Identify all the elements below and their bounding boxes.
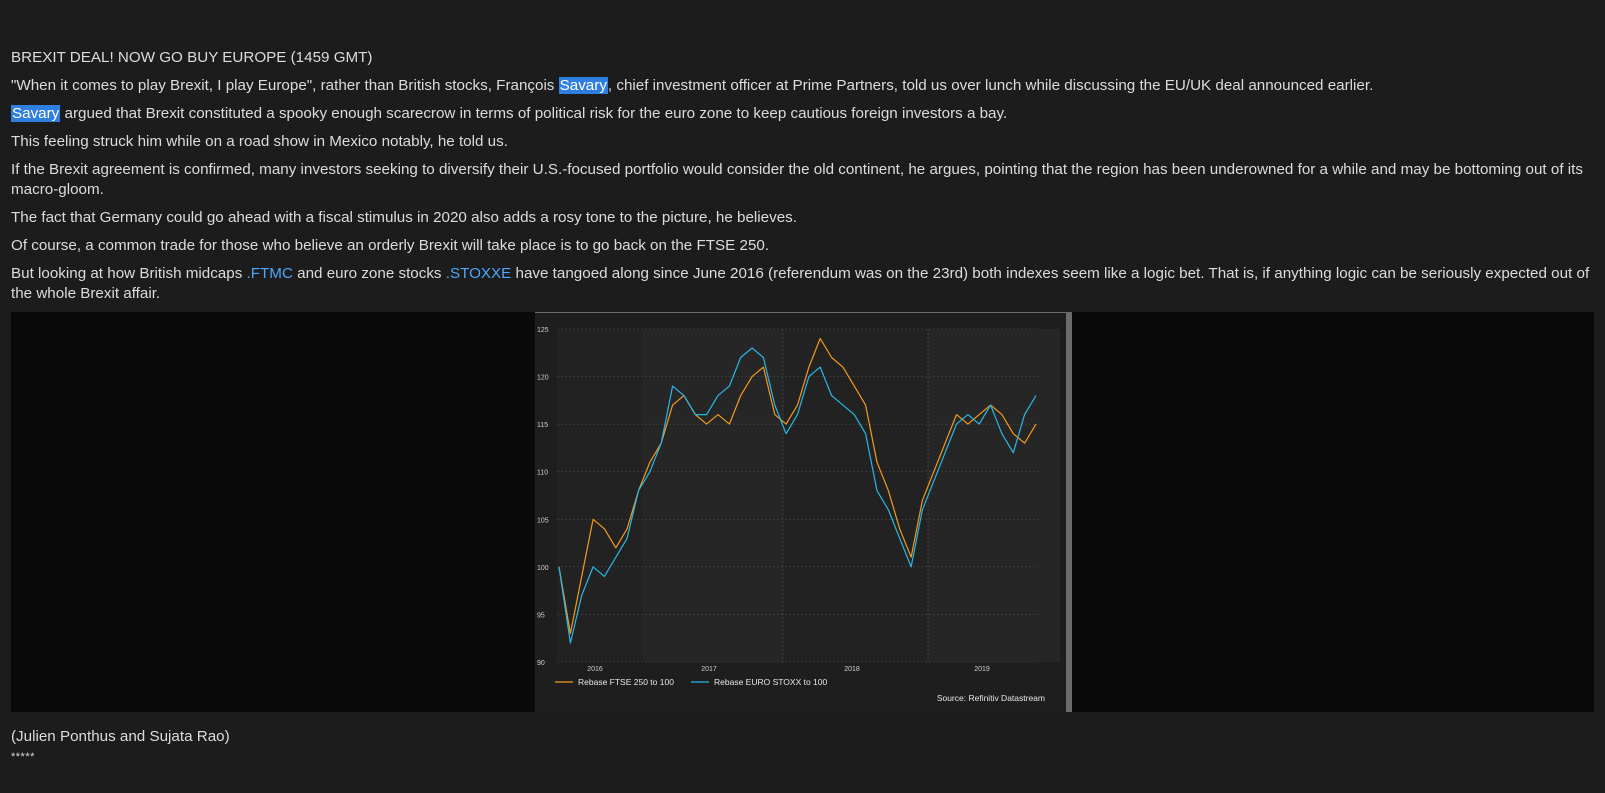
y-tick-label: 115 bbox=[537, 422, 548, 429]
p7-text-a: But looking at how British midcaps bbox=[11, 265, 247, 282]
search-highlight: Savary bbox=[558, 77, 608, 94]
ric-link-stoxxe[interactable]: .STOXXE bbox=[445, 265, 512, 282]
y-tick-label: 120 bbox=[537, 375, 549, 382]
y-tick-label: 95 bbox=[537, 612, 545, 619]
separator: ***** bbox=[11, 751, 35, 763]
paragraph-7: But looking at how British midcaps .FTMC… bbox=[11, 264, 1594, 304]
paragraph-1: "When it comes to play Brexit, I play Eu… bbox=[11, 76, 1594, 96]
paragraph-6: Of course, a common trade for those who … bbox=[11, 237, 770, 254]
p2-text-after: argued that Brexit constituted a spooky … bbox=[60, 105, 1008, 122]
article-body: BREXIT DEAL! NOW GO BUY EUROPE (1459 GMT… bbox=[0, 48, 1605, 304]
paragraph-5: The fact that Germany could go ahead wit… bbox=[11, 209, 797, 226]
legend-label: Rebase EURO STOXX to 100 bbox=[714, 677, 828, 687]
headline: BREXIT DEAL! NOW GO BUY EUROPE (1459 GMT… bbox=[11, 49, 373, 66]
x-tick-label: 2019 bbox=[974, 666, 990, 673]
p1-text-after: , chief investment officer at Prime Part… bbox=[607, 77, 1374, 94]
p7-text-b: and euro zone stocks bbox=[292, 265, 446, 282]
chart-image: 125 120 115 110 105 100 95 90 2016 2017 2018 2019 Re… bbox=[535, 312, 1072, 712]
y-tick-label: 105 bbox=[537, 517, 549, 524]
figure-container: 125 120 115 110 105 100 95 90 2016 2017 2018 2019 Re… bbox=[11, 312, 1594, 712]
year-band bbox=[928, 329, 1060, 662]
x-tick-label: 2017 bbox=[701, 666, 717, 673]
top-bar bbox=[0, 0, 1605, 48]
line-chart: 125 120 115 110 105 100 95 90 2016 2017 2018 2019 Re… bbox=[537, 327, 1060, 703]
paragraph-4: If the Brexit agreement is confirmed, ma… bbox=[11, 161, 1583, 198]
chart-source: Source: Refinitiv Datastream bbox=[937, 693, 1045, 703]
paragraph-3: This feeling struck him while on a road … bbox=[11, 133, 508, 150]
search-highlight: Savary bbox=[11, 105, 61, 122]
byline: (Julien Ponthus and Sujata Rao) bbox=[11, 728, 230, 745]
y-tick-label: 125 bbox=[537, 327, 549, 334]
p1-text-before: "When it comes to play Brexit, I play Eu… bbox=[11, 77, 559, 94]
series-line-eurostoxx bbox=[558, 347, 1037, 644]
y-tick-label: 110 bbox=[537, 470, 548, 477]
y-tick-label: 100 bbox=[537, 565, 549, 572]
x-tick-label: 2016 bbox=[587, 666, 603, 673]
year-band bbox=[643, 329, 783, 662]
y-tick-label: 90 bbox=[537, 660, 545, 667]
x-tick-label: 2018 bbox=[844, 666, 860, 673]
paragraph-2: Savary argued that Brexit constituted a … bbox=[11, 104, 1594, 124]
p7-text-c: have tangoed along since June 2016 (refe… bbox=[11, 265, 1590, 302]
legend-label: Rebase FTSE 250 to 100 bbox=[578, 677, 674, 687]
ric-link-ftmc[interactable]: .FTMC bbox=[246, 265, 293, 282]
